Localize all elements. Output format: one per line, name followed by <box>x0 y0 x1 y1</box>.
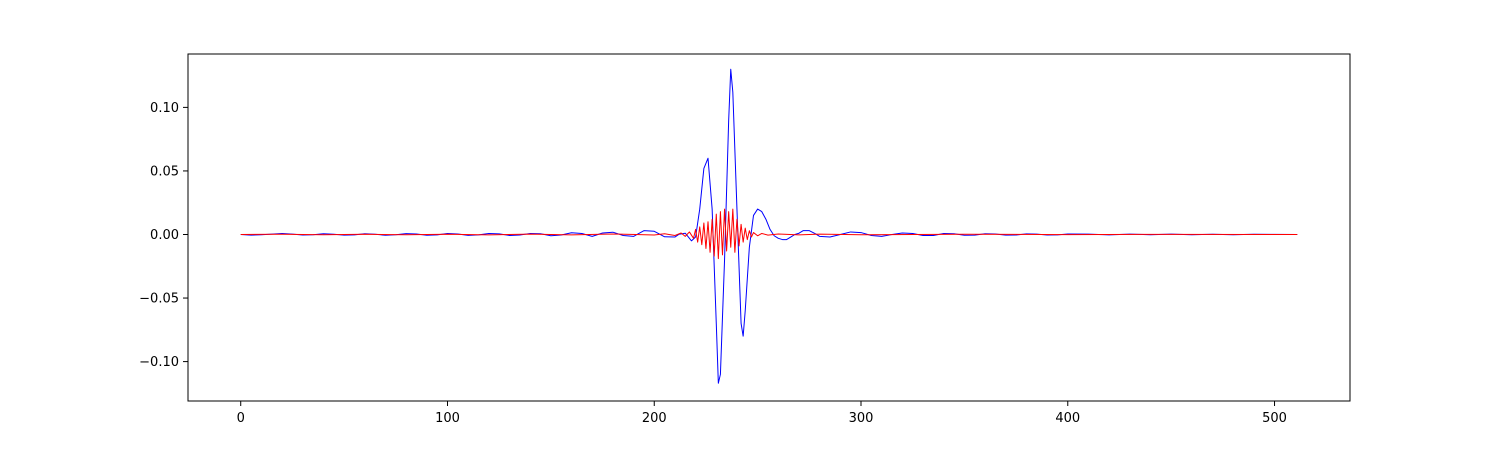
series-line-1 <box>240 68 1298 384</box>
x-tick-label: 400 <box>1055 411 1080 426</box>
x-tick-label: 100 <box>435 411 460 426</box>
y-axis: −0.10 −0.05 0.00 0.05 0.10 <box>139 101 188 370</box>
y-tick-label: 0.05 <box>150 164 179 179</box>
x-tick-label: 300 <box>849 411 874 426</box>
axes-frame <box>187 53 1351 402</box>
x-tick-label: 500 <box>1262 411 1287 426</box>
x-tick-label: 0 <box>237 411 245 426</box>
x-tick-label: 200 <box>642 411 667 426</box>
series-line-2 <box>240 208 1298 260</box>
y-tick-label: 0.10 <box>150 101 179 116</box>
y-tick-label: −0.05 <box>139 292 179 307</box>
plot-area <box>240 68 1298 384</box>
y-tick-label: 0.00 <box>150 228 179 243</box>
y-tick-label: −0.10 <box>139 355 179 370</box>
x-axis: 0 100 200 300 400 500 <box>237 401 1287 426</box>
